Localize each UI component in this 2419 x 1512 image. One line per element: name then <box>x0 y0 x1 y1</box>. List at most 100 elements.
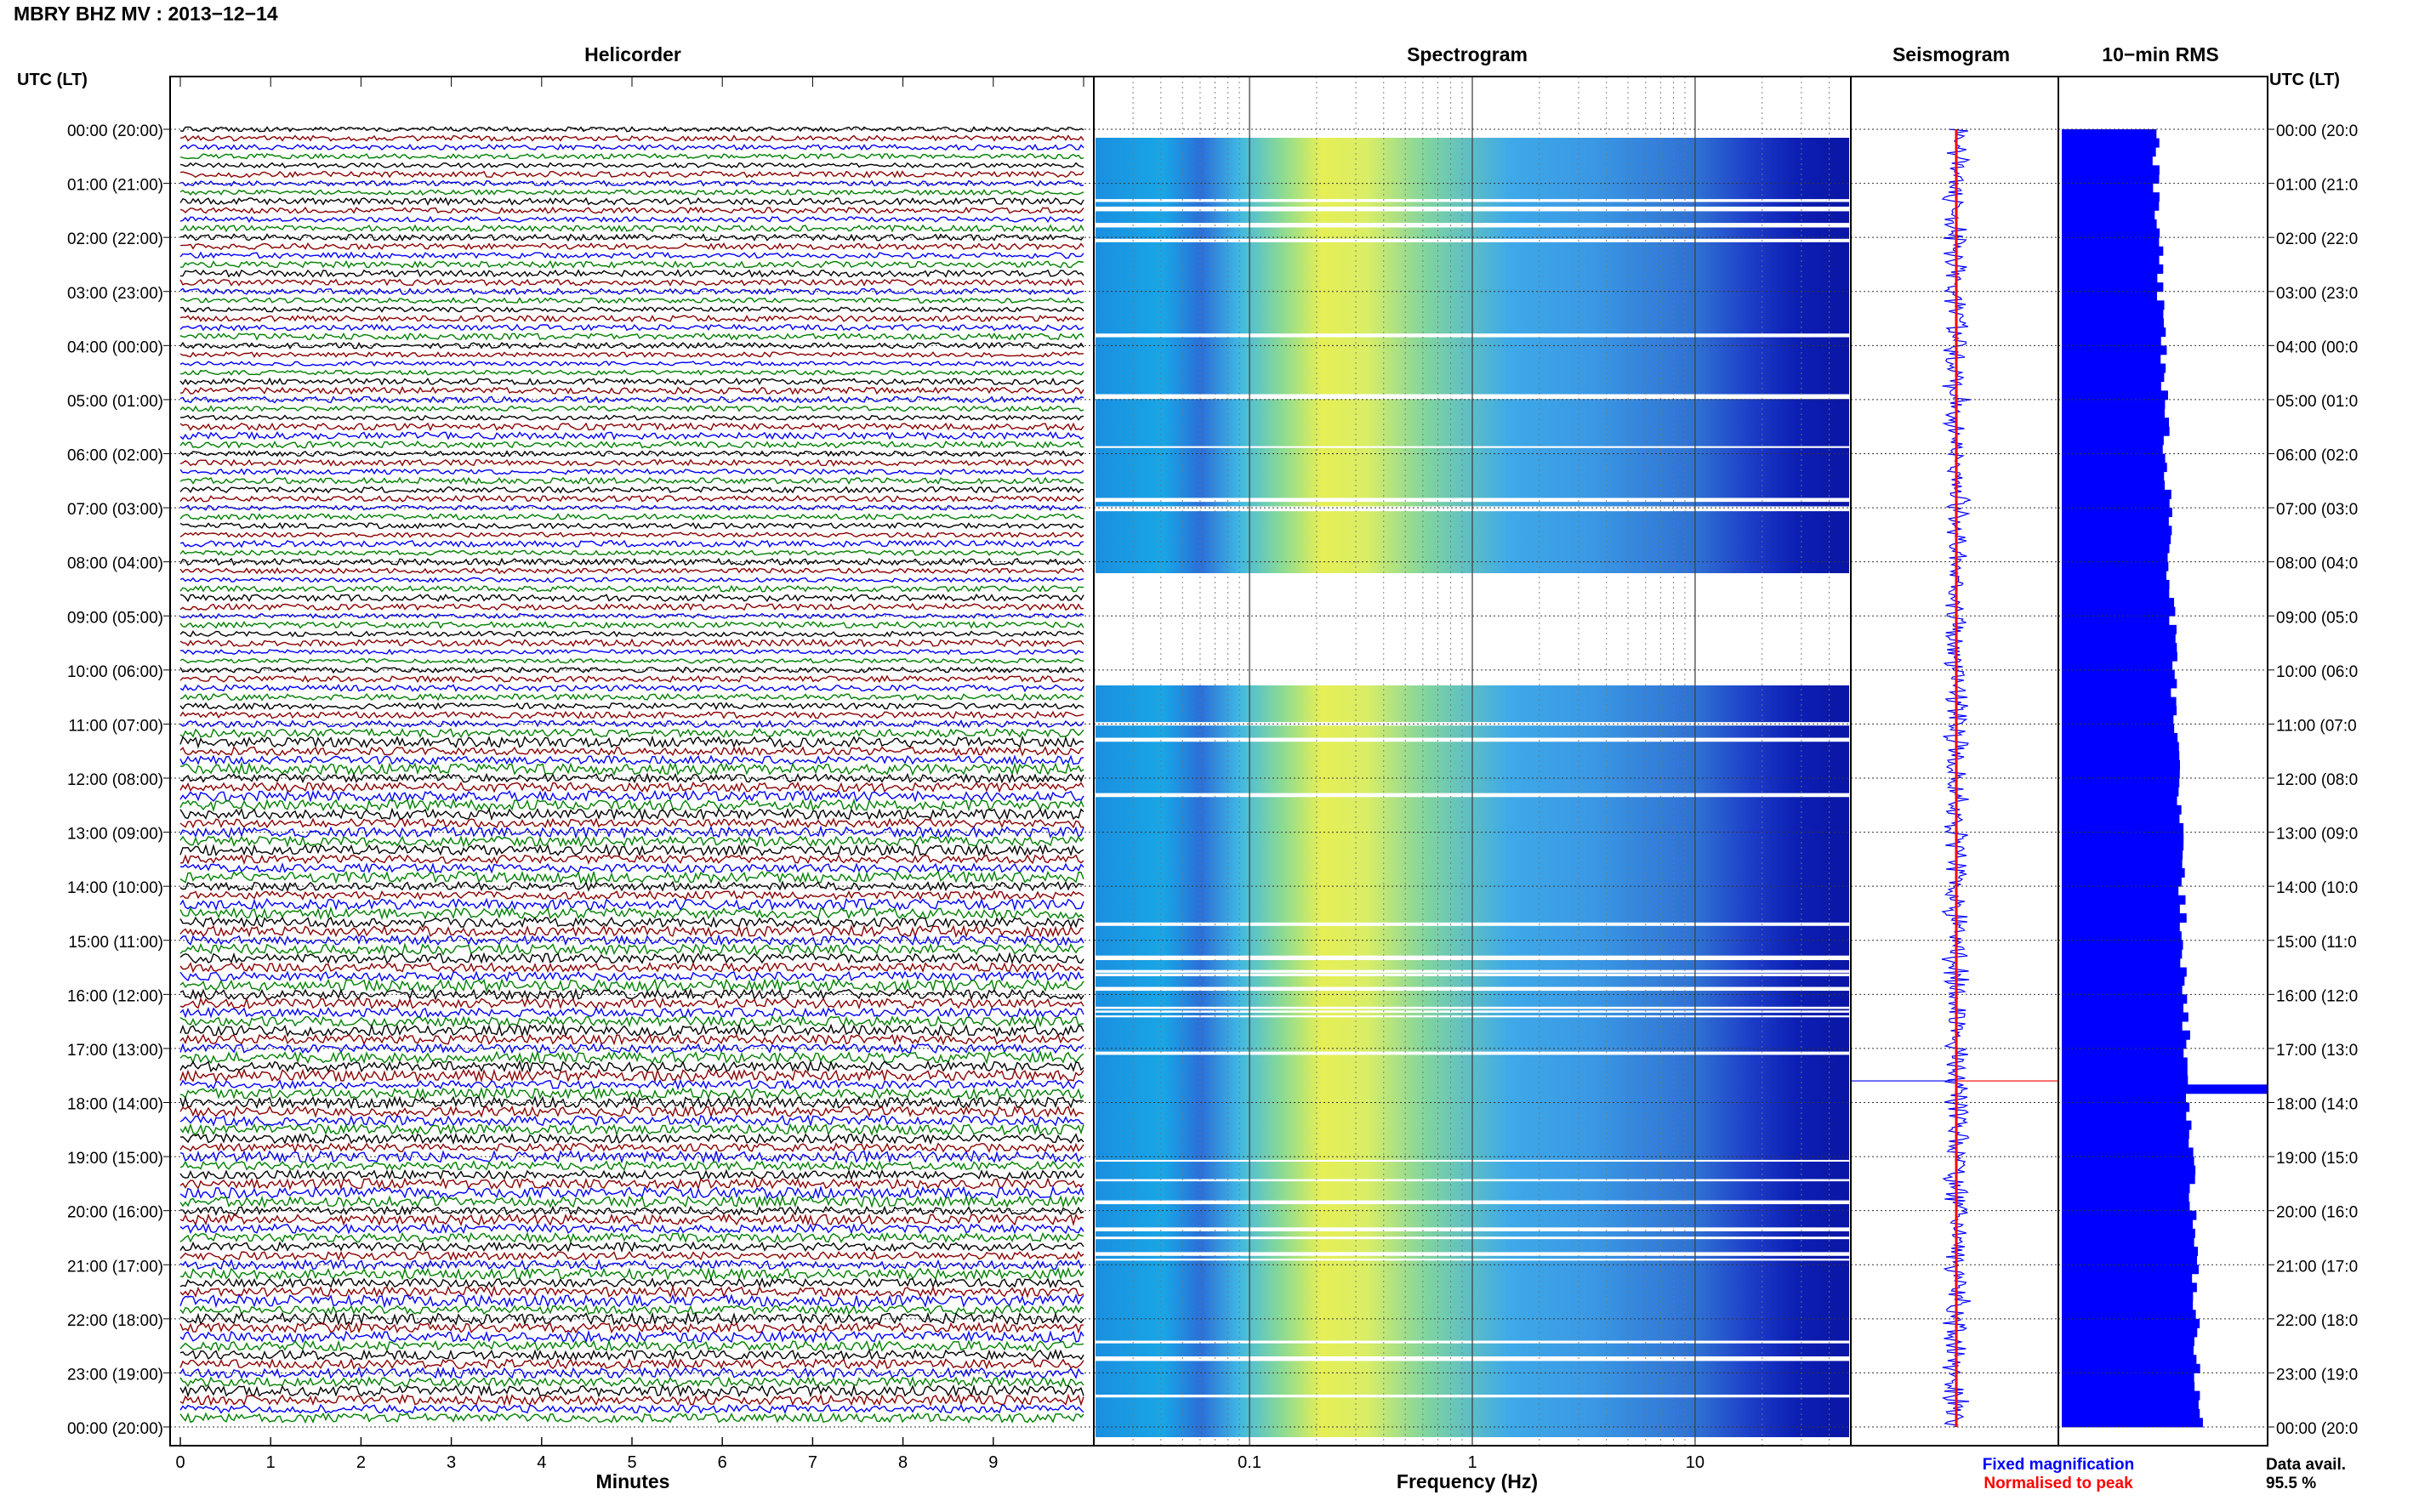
rms-bar <box>2062 1202 2190 1212</box>
right-time-label: 22:00 (18:0 <box>2276 1312 2358 1330</box>
legend-fixed-magnification: Fixed magnification <box>1983 1456 2134 1474</box>
rms-bar <box>2062 696 2177 707</box>
minutes-tick-label: 0 <box>175 1453 185 1472</box>
rms-bar <box>2062 976 2185 986</box>
rms-bar <box>2062 498 2170 509</box>
rms-bar <box>2062 769 2180 779</box>
helicorder-trace-line <box>179 961 1084 974</box>
helicorder-trace-line <box>179 539 1084 549</box>
rms-bar <box>2062 489 2171 499</box>
rms-bar <box>2062 1075 2188 1085</box>
rms-bar <box>2062 1292 2194 1302</box>
rms-frame <box>2058 76 2268 1447</box>
rms-bar <box>2062 381 2161 391</box>
rms-bar <box>2062 1048 2184 1058</box>
minutes-tick-label: 2 <box>356 1453 366 1472</box>
rms-bar <box>2062 912 2187 923</box>
helicorder-trace-line <box>179 835 1084 848</box>
right-time-label: 19:00 (15:0 <box>2276 1150 2358 1168</box>
helicorder-trace-line <box>179 377 1084 386</box>
helicorder-trace-line <box>179 890 1084 901</box>
right-time-label: 00:00 (20:0 <box>2276 1420 2358 1438</box>
left-time-labels: 00:00 (20:00) 01:00 (21:00) 02:00 (22:00) 0… <box>67 122 170 1438</box>
rms-bar <box>2062 173 2160 184</box>
rms-bar <box>2062 1337 2194 1347</box>
helicorder-trace-line <box>179 843 1084 857</box>
right-time-label: 20:00 (16:0 <box>2276 1204 2358 1222</box>
rms-bar <box>2062 669 2175 679</box>
helicorder-trace-line <box>179 1060 1084 1074</box>
left-time-label: 05:00 (01:00) <box>67 393 163 411</box>
rms-bar <box>2062 408 2166 418</box>
rms-bar <box>2062 1129 2189 1140</box>
rms-bar <box>2062 859 2183 869</box>
rms-bar <box>2062 129 2157 139</box>
frequency-tick-label: 1 <box>1467 1453 1477 1472</box>
helicorder-trace-line <box>179 1339 1084 1353</box>
rms-bar <box>2062 759 2180 770</box>
right-time-label: 04:00 (00:0 <box>2276 338 2358 356</box>
helicorder-trace-line <box>179 970 1084 982</box>
rms-bar <box>2062 886 2179 896</box>
left-time-label: 13:00 (09:00) <box>67 826 163 844</box>
helicorder-trace-line <box>179 924 1084 939</box>
rms-bar <box>2062 822 2184 833</box>
helicorder-trace-line <box>179 323 1084 332</box>
rms-bar <box>2062 345 2167 355</box>
right-time-label: 08:00 (04:0 <box>2276 555 2358 573</box>
helicorder-trace-line <box>179 825 1084 840</box>
helicorder-trace-line <box>179 162 1084 169</box>
rms-bar <box>2062 1057 2188 1067</box>
helicorder-trace-line <box>179 1049 1084 1066</box>
helicorder-trace-line <box>179 126 1084 133</box>
spectrogram-title: Spectrogram <box>1407 43 1528 65</box>
helicorder-trace-line <box>179 360 1084 367</box>
rms-bar <box>2062 1382 2195 1392</box>
helicorder-trace-line <box>179 405 1084 412</box>
helicorder-trace-line <box>179 1266 1084 1282</box>
helicorder-trace-line <box>179 987 1084 1002</box>
helicorder-trace-line <box>179 942 1084 957</box>
helicorder-trace-line <box>179 1015 1084 1028</box>
helicorder-trace-line <box>179 341 1084 350</box>
left-time-label: 18:00 (14:00) <box>67 1096 163 1114</box>
helicorder-trace-line <box>179 1095 1084 1110</box>
helicorder-trace-line <box>179 577 1084 583</box>
rms-bar <box>2062 1255 2198 1265</box>
helicorder-trace-line <box>179 494 1084 503</box>
rms-bar <box>2062 1282 2197 1293</box>
helicorder-trace-line <box>179 567 1084 575</box>
hour-gridlines <box>170 77 2268 1428</box>
right-time-label: 17:00 (13:0 <box>2276 1042 2358 1060</box>
rms-bar <box>2062 471 2165 481</box>
rms-bar <box>2062 1300 2194 1310</box>
helicorder-trace-line <box>179 557 1084 566</box>
rms-bar <box>2062 985 2183 995</box>
rms-bar <box>2062 264 2164 274</box>
rms-bar <box>2062 228 2160 238</box>
right-time-labels: 00:00 (20:0 01:00 (21:0 02:00 (22:0 03:00 (… <box>2268 122 2358 1438</box>
rms-bar <box>2062 661 2173 671</box>
rms-bar <box>2062 201 2160 211</box>
helicorder-trace-line <box>179 1285 1084 1299</box>
rms-bar <box>2062 588 2170 599</box>
rms-bar <box>2062 192 2160 202</box>
left-time-label: 12:00 (08:00) <box>67 771 163 789</box>
left-axis-label: UTC (LT) <box>17 71 88 89</box>
rms-bar <box>2062 480 2166 491</box>
rms-bar <box>2062 1327 2198 1338</box>
rms-bar <box>2062 426 2170 436</box>
helicorder-trace-line <box>179 1393 1084 1407</box>
helicorder-trace-line <box>179 1384 1084 1398</box>
rms-bar <box>2062 399 2166 409</box>
helicorder-trace-line <box>179 332 1084 341</box>
helicorder-trace-line <box>179 458 1084 468</box>
helicorder-trace-line <box>179 1078 1084 1091</box>
helicorder-trace-line <box>179 710 1084 719</box>
rms-bar <box>2062 1355 2197 1365</box>
helicorder-trace-line <box>179 422 1084 432</box>
rms-bar <box>2062 724 2175 734</box>
helicorder-trace-line <box>179 638 1084 648</box>
right-time-label: 12:00 (08:0 <box>2276 771 2358 789</box>
helicorder-trace-line <box>179 215 1084 224</box>
